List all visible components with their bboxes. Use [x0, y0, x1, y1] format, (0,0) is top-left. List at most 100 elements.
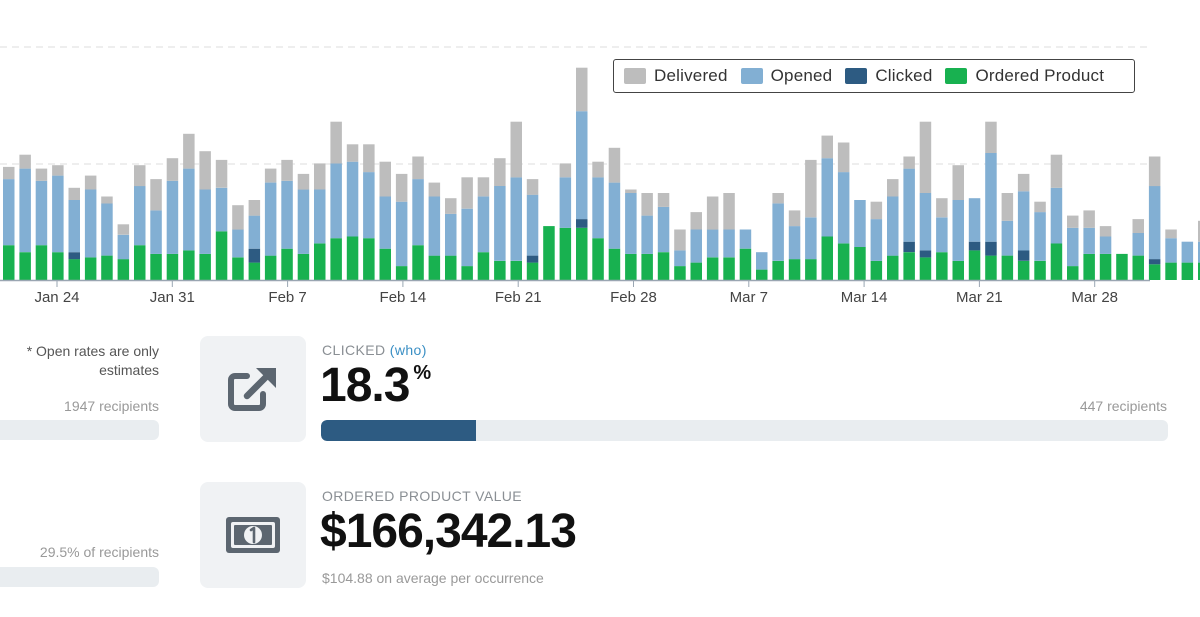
x-tick-label-1: Jan 31 [150, 289, 195, 306]
bar-61-opened [1001, 220, 1014, 256]
bar-33-ordered [543, 226, 555, 280]
bar-22-opened [363, 172, 375, 239]
bar-60-delivered [985, 121, 997, 153]
bar-12-ordered [199, 253, 211, 280]
bar-1-delivered [19, 154, 31, 169]
bar-14-ordered [232, 257, 244, 280]
bar-15-clicked [248, 248, 261, 263]
bar-48-ordered [788, 259, 801, 280]
bar-59-ordered [968, 250, 981, 280]
bar-56-delivered [919, 121, 932, 193]
bar-61-delivered [1001, 193, 1014, 221]
bar-6-opened [101, 203, 113, 256]
bar-27-ordered [445, 255, 457, 280]
bar-34-ordered [559, 227, 572, 280]
bar-17-ordered [281, 248, 293, 280]
bar-8-delivered [134, 165, 146, 187]
x-tick-label-2: Feb 7 [268, 289, 306, 306]
bar-51-ordered [837, 243, 850, 280]
bar-53-opened [870, 219, 883, 261]
bar-29-ordered [477, 252, 490, 280]
bar-54-ordered [887, 255, 899, 280]
x-tick-label-6: Mar 7 [730, 289, 768, 306]
bar-14-delivered [232, 205, 244, 230]
bar-47-opened [772, 203, 784, 261]
bar-4-delivered [68, 187, 80, 200]
bar-66-delivered [1083, 210, 1095, 228]
legend-label-delivered: Delivered [654, 66, 728, 85]
bar-19-delivered [314, 163, 326, 190]
bar-31-ordered [510, 260, 522, 280]
bar-0-delivered [3, 166, 15, 180]
bar-55-clicked [903, 241, 915, 253]
bar-43-delivered [706, 196, 719, 230]
bar-70-ordered [1148, 264, 1161, 280]
ordered-average-text: $104.88 on average per occurrence [322, 570, 544, 586]
bar-28-delivered [461, 177, 473, 209]
legend-item-clicked[interactable]: Clicked [845, 66, 932, 86]
bar-13-delivered [215, 159, 228, 188]
bar-7-delivered [117, 224, 130, 235]
clicked-who-link[interactable]: (who) [389, 342, 427, 358]
bar-35-clicked [576, 219, 588, 228]
bar-7-opened [117, 234, 130, 260]
bar-8-ordered [134, 245, 146, 280]
bar-62-opened [1017, 191, 1030, 251]
legend-item-ordered-product[interactable]: Ordered Product [945, 66, 1104, 86]
legend-swatch-ordered-product [945, 68, 968, 84]
bar-46-opened [756, 252, 768, 270]
bar-55-ordered [903, 252, 915, 280]
bar-55-opened [903, 168, 915, 242]
bar-21-delivered [346, 144, 359, 162]
bar-11-opened [183, 168, 195, 251]
bar-17-opened [281, 180, 293, 249]
bar-27-delivered [445, 198, 457, 214]
bar-40-ordered [657, 252, 670, 280]
bar-70-clicked [1148, 259, 1161, 265]
clicked-recipients-count: 447 recipients [1079, 398, 1167, 414]
x-tick-label-3: Feb 14 [380, 289, 427, 306]
bar-58-opened [952, 200, 964, 261]
bar-15-opened [248, 215, 261, 249]
bar-11-ordered [183, 250, 195, 280]
bar-62-clicked [1017, 250, 1030, 261]
legend-item-delivered[interactable]: Delivered [624, 66, 728, 86]
bar-18-opened [297, 189, 310, 254]
bar-69-ordered [1132, 255, 1144, 280]
legend-swatch-clicked [845, 68, 868, 84]
bar-19-ordered [314, 243, 326, 280]
bar-29-delivered [477, 177, 490, 197]
bar-27-opened [445, 213, 457, 256]
bar-30-opened [494, 186, 506, 261]
bar-14-opened [232, 229, 244, 258]
open-rate-note-line2: estimates [99, 362, 159, 378]
bar-62-ordered [1017, 260, 1030, 280]
bar-70-opened [1148, 186, 1161, 260]
legend-item-opened[interactable]: Opened [740, 66, 833, 86]
bar-73-delivered [1198, 220, 1200, 242]
bar-71-delivered [1165, 229, 1177, 239]
bar-38-ordered [625, 253, 637, 280]
bar-41-opened [674, 250, 686, 267]
bar-24-opened [395, 201, 408, 267]
bar-36-delivered [592, 161, 604, 178]
clicked-progress-track [321, 420, 1168, 441]
bar-25-ordered [412, 245, 424, 280]
bar-45-ordered [739, 248, 752, 280]
bar-35-opened [576, 111, 588, 220]
bar-37-ordered [608, 248, 621, 280]
bar-26-opened [428, 196, 441, 256]
clicked-icon-box [200, 336, 306, 442]
bar-55-delivered [903, 156, 915, 169]
legend-swatch-opened [740, 68, 763, 84]
bar-18-ordered [297, 253, 310, 280]
bar-66-opened [1083, 227, 1095, 254]
bar-59-opened [968, 198, 981, 242]
x-tick-label-0: Jan 24 [34, 289, 79, 306]
bar-3-ordered [52, 252, 64, 280]
bar-57-delivered [936, 198, 948, 218]
bar-42-opened [690, 229, 702, 263]
bar-3-opened [52, 175, 64, 253]
bar-56-ordered [919, 257, 932, 280]
bar-32-clicked [526, 255, 539, 263]
